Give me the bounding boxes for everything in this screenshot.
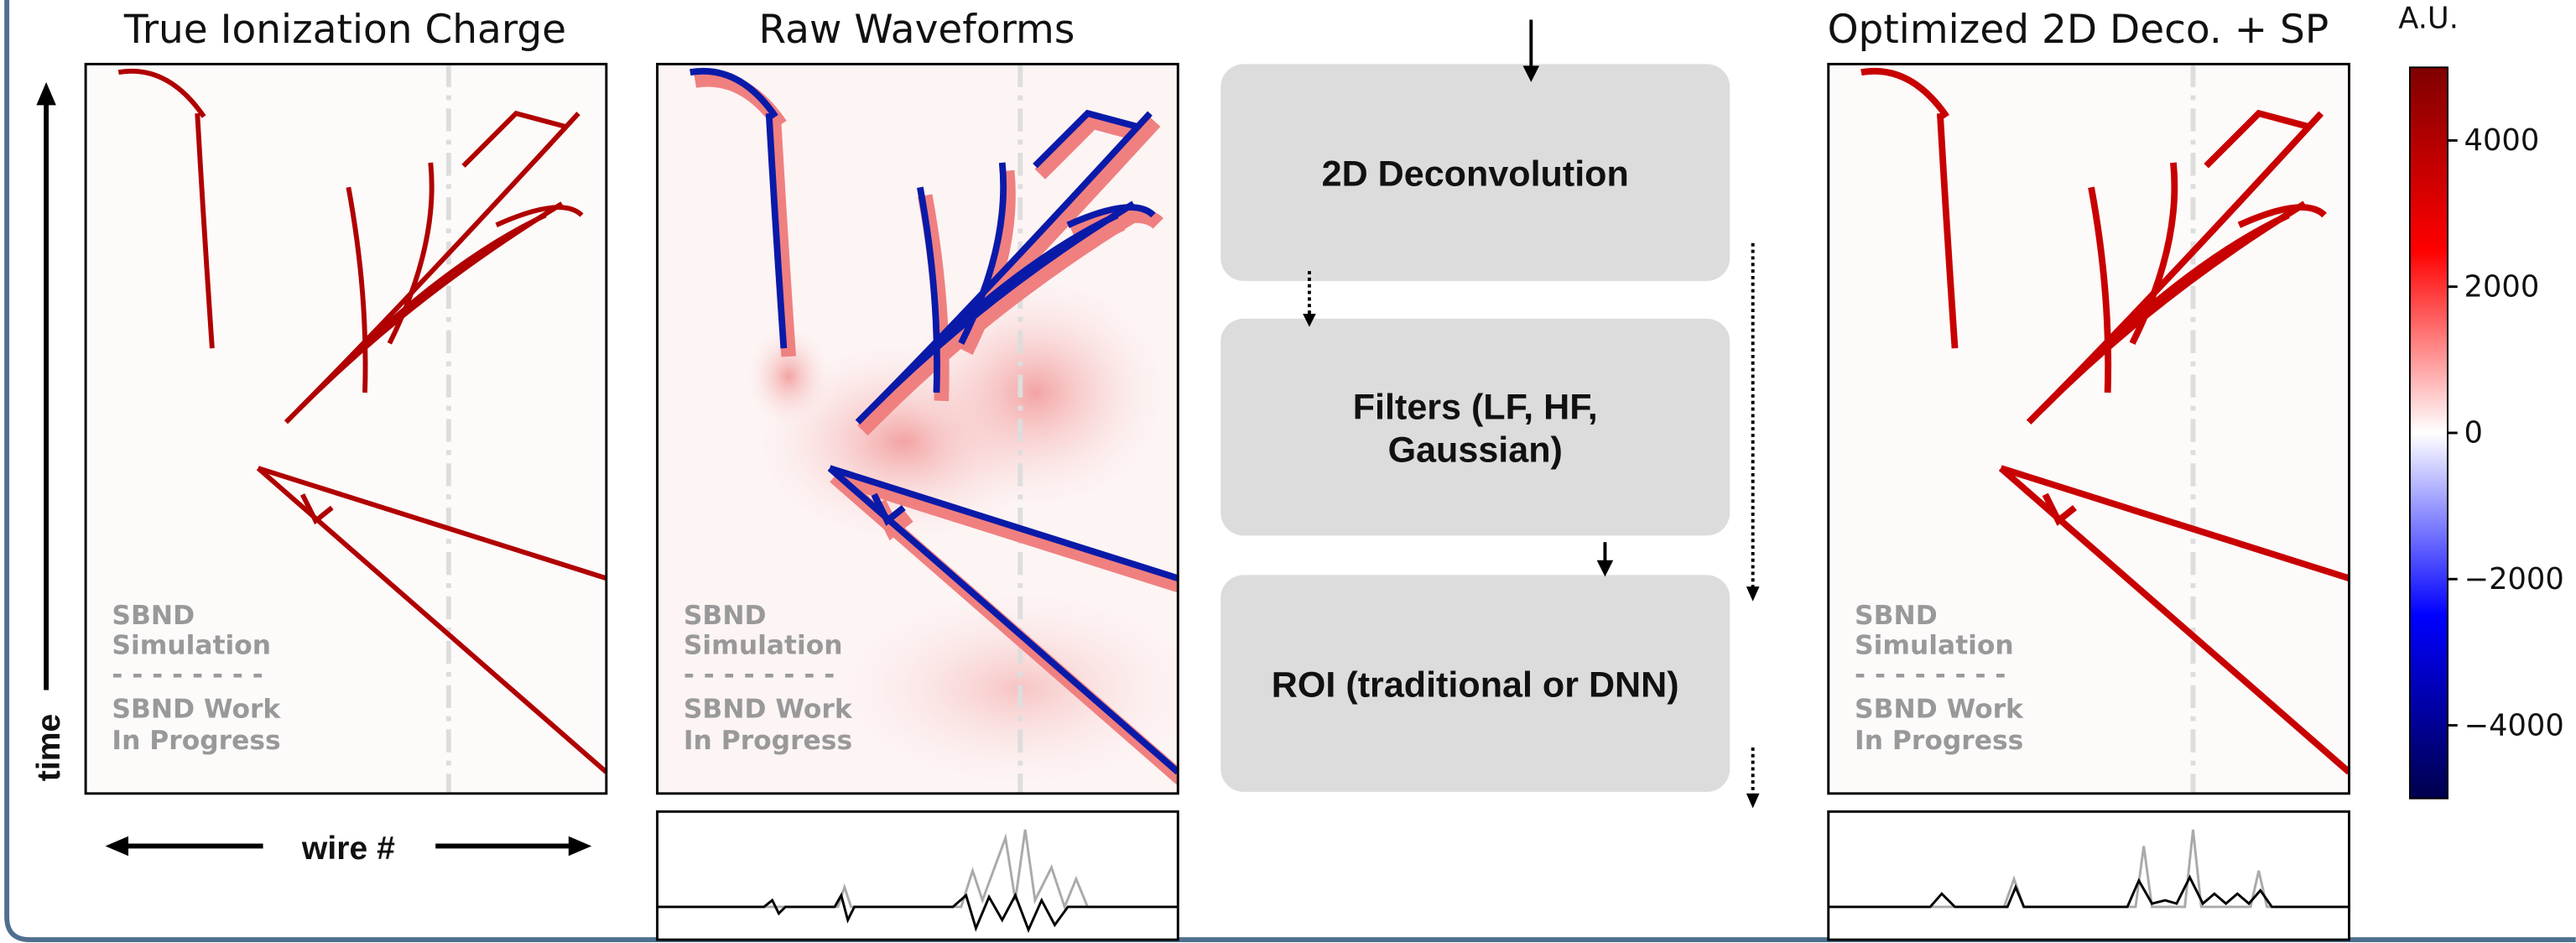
colorbar-tick-label: 4000: [2464, 123, 2540, 158]
watermark-text: - - - - - - - -: [684, 660, 835, 690]
flowchart: 2D Deconvolution Filters (LF, HF,Gaussian…: [1220, 64, 1730, 792]
colorbar-tick-label: −2000: [2464, 562, 2564, 597]
watermark-text: In Progress: [1855, 726, 2023, 756]
flow-step-label: 2D Deconvolution: [1322, 154, 1629, 194]
watermark-text: - - - - - - - -: [1855, 660, 2006, 690]
colorbar-label: A.U.: [2398, 1, 2459, 35]
x-axis-label: wire #: [301, 831, 395, 867]
panel-image: [84, 62, 608, 795]
watermark-text: SBND: [684, 601, 767, 631]
watermark-text: SBND Work: [1855, 695, 2024, 725]
flow-arrows: [1303, 19, 1760, 809]
colorbar-ticks: 4000 2000 0 −2000 −4000: [2447, 123, 2564, 742]
waveform-inset: [656, 810, 1179, 941]
panel-title: True Ionization Charge: [123, 7, 566, 53]
flow-step-label: ROI (traditional or DNN): [1272, 664, 1679, 705]
watermark-text: SBND: [1855, 601, 1938, 631]
colorbar-tick-label: 0: [2464, 416, 2483, 451]
panel-image: [656, 62, 1179, 795]
flow-box: [1220, 64, 1730, 281]
waveform-inset: [1827, 810, 2350, 941]
colorbar: [2408, 66, 2449, 800]
axis-arrows: [36, 81, 592, 857]
watermark-text: SBND Work: [112, 695, 281, 725]
watermark-text: SBND Work: [684, 695, 853, 725]
flow-box: [1220, 575, 1730, 792]
watermark-text: In Progress: [112, 726, 280, 756]
colorbar-tick-label: 2000: [2464, 269, 2540, 304]
watermark-text: Simulation: [112, 630, 271, 660]
panel-title: Raw Waveforms: [759, 7, 1075, 53]
y-axis-label: time: [31, 714, 67, 782]
watermark-text: Simulation: [1855, 630, 2014, 660]
panel-title: Optimized 2D Deco. + SP: [1828, 7, 2329, 53]
watermark-text: In Progress: [684, 726, 852, 756]
flow-step-label: Gaussian): [1388, 430, 1563, 470]
watermark-text: - - - - - - - -: [112, 660, 263, 690]
watermark-text: SBND: [112, 601, 195, 631]
panel-image: [1827, 62, 2350, 795]
flow-step-label: Filters (LF, HF,: [1353, 387, 1598, 427]
flow-box: [1220, 318, 1730, 536]
frame: [4, 0, 2576, 943]
watermark-text: Simulation: [684, 630, 843, 660]
colorbar-tick-label: −4000: [2464, 708, 2564, 742]
